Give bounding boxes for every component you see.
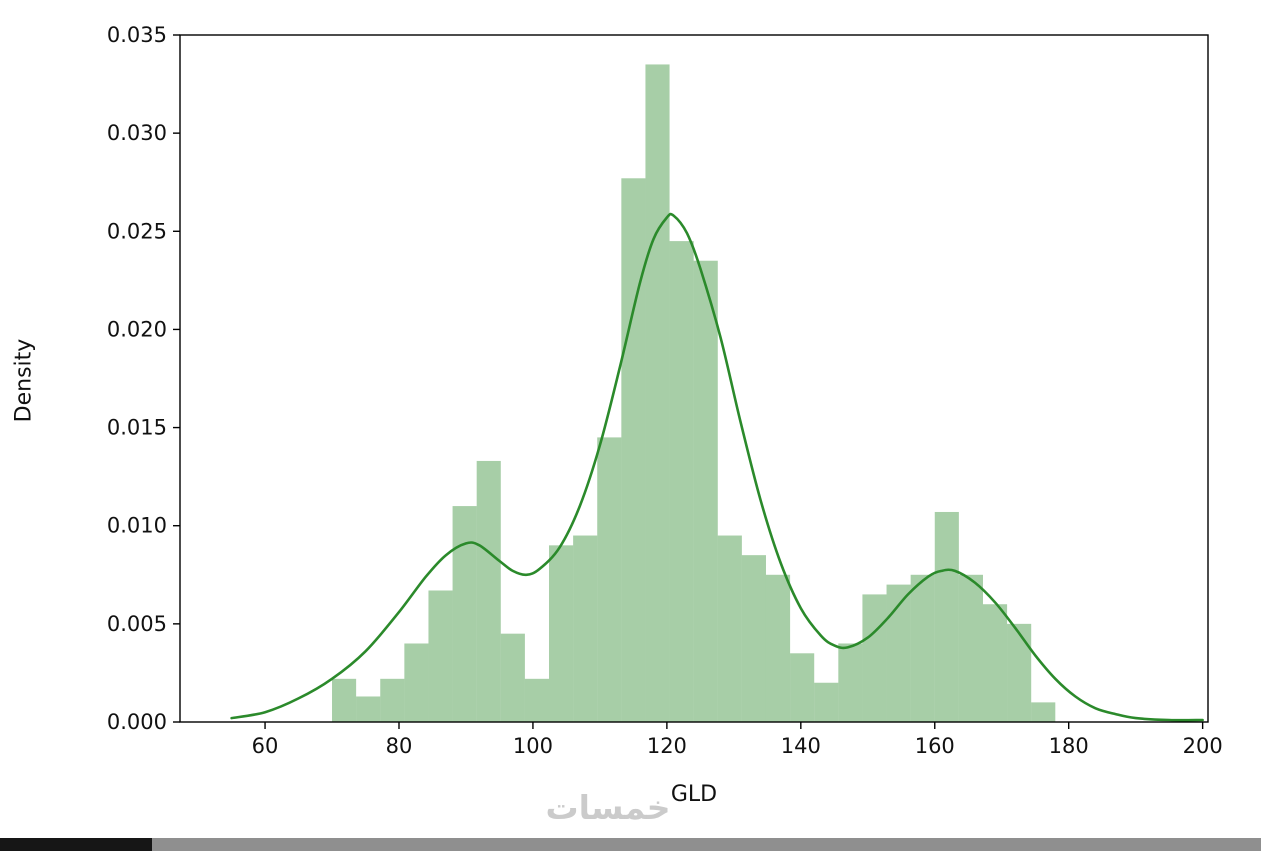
svg-text:80: 80	[386, 734, 413, 758]
bottom-bar-dark-segment	[0, 838, 152, 851]
watermark-text: خمسات	[545, 788, 671, 827]
x-axis-label: GLD	[670, 782, 718, 807]
svg-text:0.000: 0.000	[107, 710, 167, 734]
svg-text:200: 200	[1183, 734, 1223, 758]
bottom-bar	[0, 838, 1261, 851]
svg-text:0.015: 0.015	[107, 416, 167, 440]
svg-text:180: 180	[1049, 734, 1089, 758]
y-axis-label: Density	[11, 338, 37, 423]
svg-text:0.005: 0.005	[107, 612, 167, 636]
svg-text:60: 60	[252, 734, 279, 758]
svg-text:100: 100	[513, 734, 553, 758]
bottom-bar-gray-segment	[152, 838, 1261, 851]
svg-text:160: 160	[915, 734, 955, 758]
svg-text:0.035: 0.035	[107, 23, 167, 47]
svg-text:0.020: 0.020	[107, 317, 167, 341]
svg-text:0.010: 0.010	[107, 514, 167, 538]
svg-text:0.025: 0.025	[107, 219, 167, 243]
svg-text:0.030: 0.030	[107, 121, 167, 145]
svg-text:120: 120	[647, 734, 687, 758]
svg-text:140: 140	[781, 734, 821, 758]
